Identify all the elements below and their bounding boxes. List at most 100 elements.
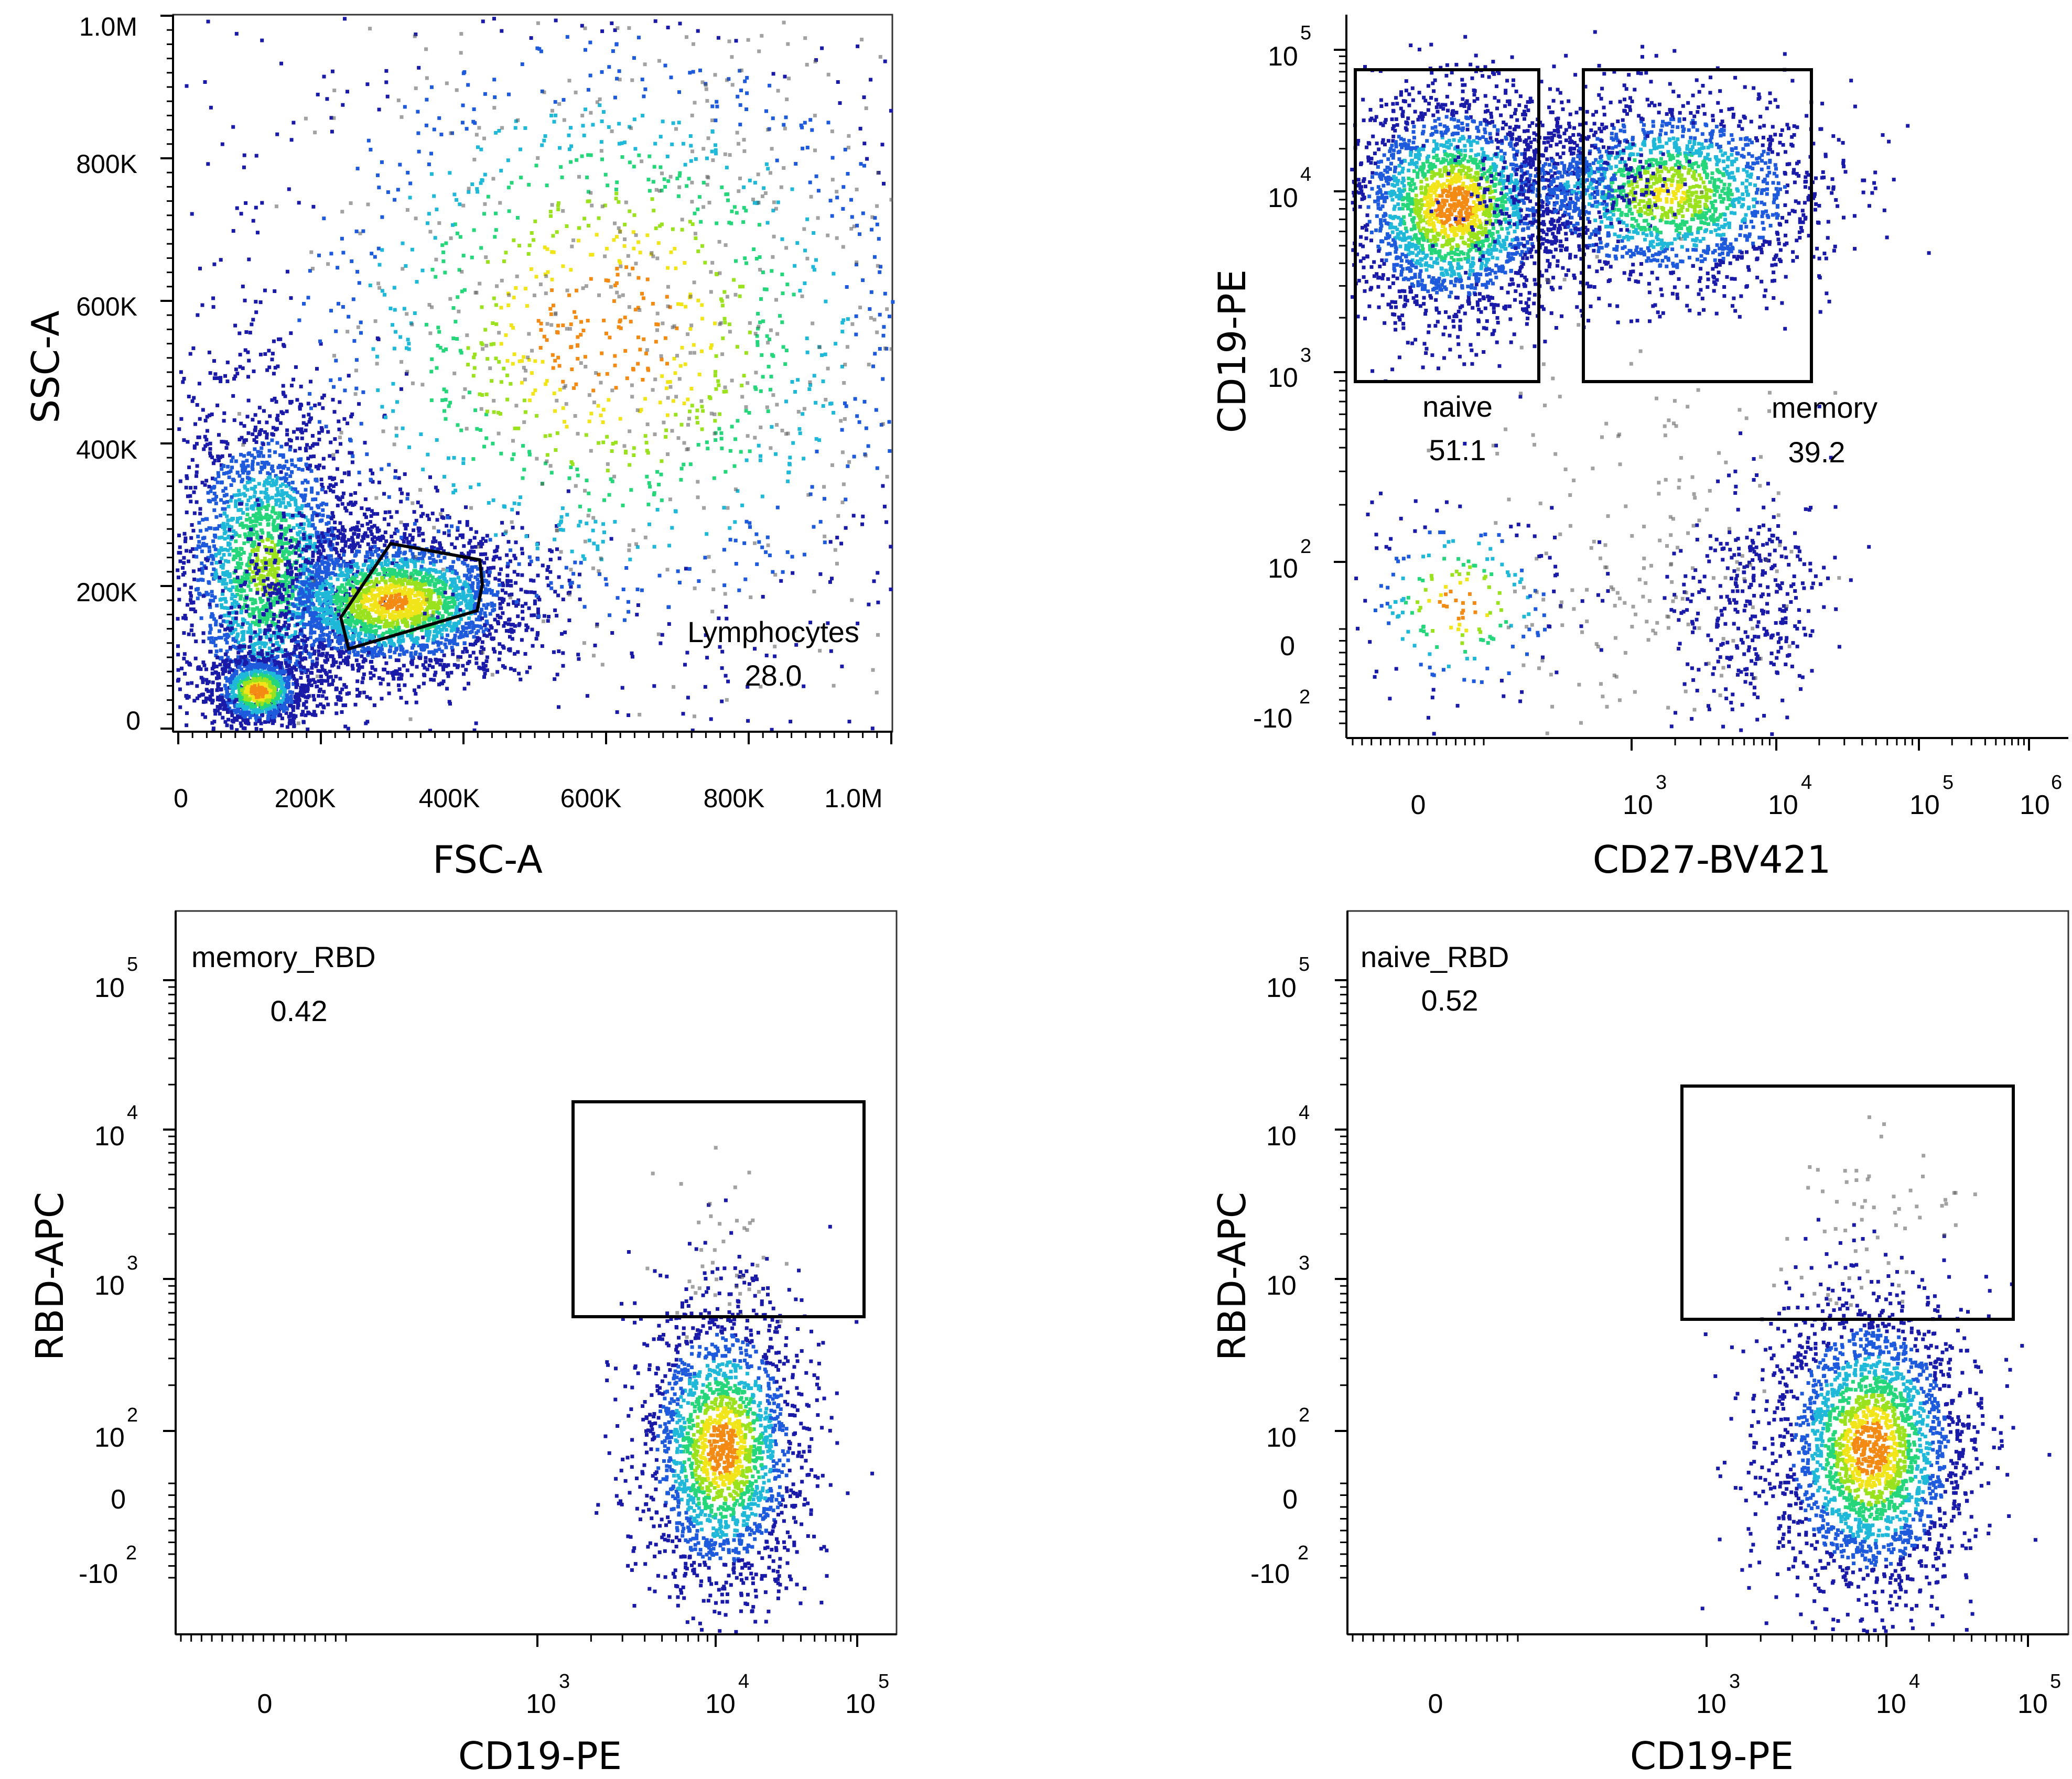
event-dot — [407, 588, 412, 592]
event-dot — [324, 654, 328, 658]
event-dot — [308, 463, 312, 468]
event-dot — [494, 548, 499, 552]
event-dot — [378, 600, 382, 604]
event-dot — [414, 622, 418, 626]
event-dot — [479, 666, 483, 670]
event-dot — [332, 595, 336, 599]
event-dot — [320, 429, 324, 433]
event-dot — [291, 537, 295, 541]
event-dot — [402, 551, 406, 556]
event-dot — [363, 616, 367, 620]
event-dot — [254, 583, 258, 587]
event-dot — [317, 649, 321, 653]
event-dot — [467, 569, 471, 572]
event-dot — [242, 619, 246, 623]
event-dot — [357, 663, 361, 667]
event-dot — [272, 601, 276, 605]
event-dot — [465, 523, 469, 527]
event-dot — [291, 487, 295, 491]
event-dot — [409, 571, 414, 576]
event-dot — [210, 561, 214, 566]
event-dot — [181, 380, 185, 384]
event-dot — [375, 512, 380, 516]
event-dot — [434, 578, 438, 582]
event-dot — [321, 508, 325, 512]
event-dot — [356, 566, 360, 570]
event-dot — [223, 374, 227, 378]
event-dot — [337, 536, 340, 540]
event-dot — [216, 471, 220, 475]
event-dot — [256, 516, 261, 520]
event-dot — [293, 624, 297, 627]
event-dot — [258, 431, 262, 436]
event-dot — [326, 430, 330, 434]
event-dot — [332, 646, 336, 650]
event-dot — [192, 490, 196, 494]
event-dot — [472, 635, 476, 639]
event-dot — [468, 599, 472, 603]
event-dot — [398, 550, 402, 555]
event-dot — [430, 553, 435, 557]
event-dot — [364, 590, 368, 594]
event-dot — [247, 476, 251, 481]
event-dot — [258, 514, 263, 518]
event-dot — [328, 590, 332, 594]
event-dot — [329, 554, 333, 558]
event-dot — [408, 533, 412, 537]
event-dot — [457, 620, 461, 624]
event-dot — [361, 659, 365, 664]
event-dot — [432, 634, 436, 638]
event-dot — [411, 556, 415, 560]
event-dot — [290, 576, 295, 580]
event-dot — [194, 639, 198, 644]
event-dot — [333, 635, 338, 639]
event-dot — [270, 357, 274, 362]
event-dot — [435, 634, 439, 638]
event-dot — [268, 585, 273, 589]
event-dot — [380, 611, 384, 615]
event-dot — [370, 649, 374, 654]
event-dot — [394, 596, 397, 600]
event-dot — [392, 558, 396, 562]
event-dot — [489, 591, 493, 595]
event-dot — [247, 533, 252, 537]
event-dot — [318, 600, 322, 604]
event-dot — [289, 331, 293, 335]
event-dot — [368, 591, 372, 595]
event-dot — [431, 558, 436, 562]
event-dot — [221, 562, 225, 567]
event-dot — [260, 667, 264, 671]
event-dot — [434, 670, 438, 675]
event-dot — [427, 572, 431, 576]
event-dot — [229, 525, 233, 529]
event-dot — [213, 568, 218, 572]
event-dot — [271, 600, 275, 604]
event-dot — [271, 523, 275, 526]
event-dot — [463, 646, 467, 650]
event-dot — [407, 599, 411, 603]
event-dot — [409, 631, 413, 635]
event-dot — [463, 633, 467, 637]
event-dot — [411, 625, 414, 629]
event-dot — [233, 556, 238, 560]
event-dot — [256, 633, 260, 637]
event-dot — [526, 625, 530, 630]
event-dot — [224, 686, 228, 690]
event-dot — [404, 570, 408, 574]
event-dot — [222, 553, 226, 557]
event-dot — [234, 501, 238, 505]
event-dot — [384, 661, 388, 665]
event-dot — [365, 628, 369, 632]
event-dot — [312, 652, 316, 656]
event-dot — [223, 596, 227, 601]
event-dot — [326, 638, 330, 642]
event-dot — [224, 471, 229, 475]
event-dot — [366, 597, 371, 601]
event-dot — [266, 523, 270, 527]
event-dot — [348, 598, 352, 602]
event-dot — [546, 619, 550, 623]
event-dot — [508, 635, 512, 639]
event-dot — [417, 620, 422, 624]
event-dot — [343, 573, 348, 578]
event-dot — [290, 563, 294, 567]
